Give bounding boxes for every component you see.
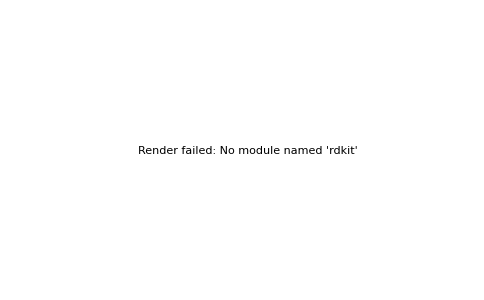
Text: Render failed: No module named 'rdkit': Render failed: No module named 'rdkit' bbox=[138, 146, 358, 157]
